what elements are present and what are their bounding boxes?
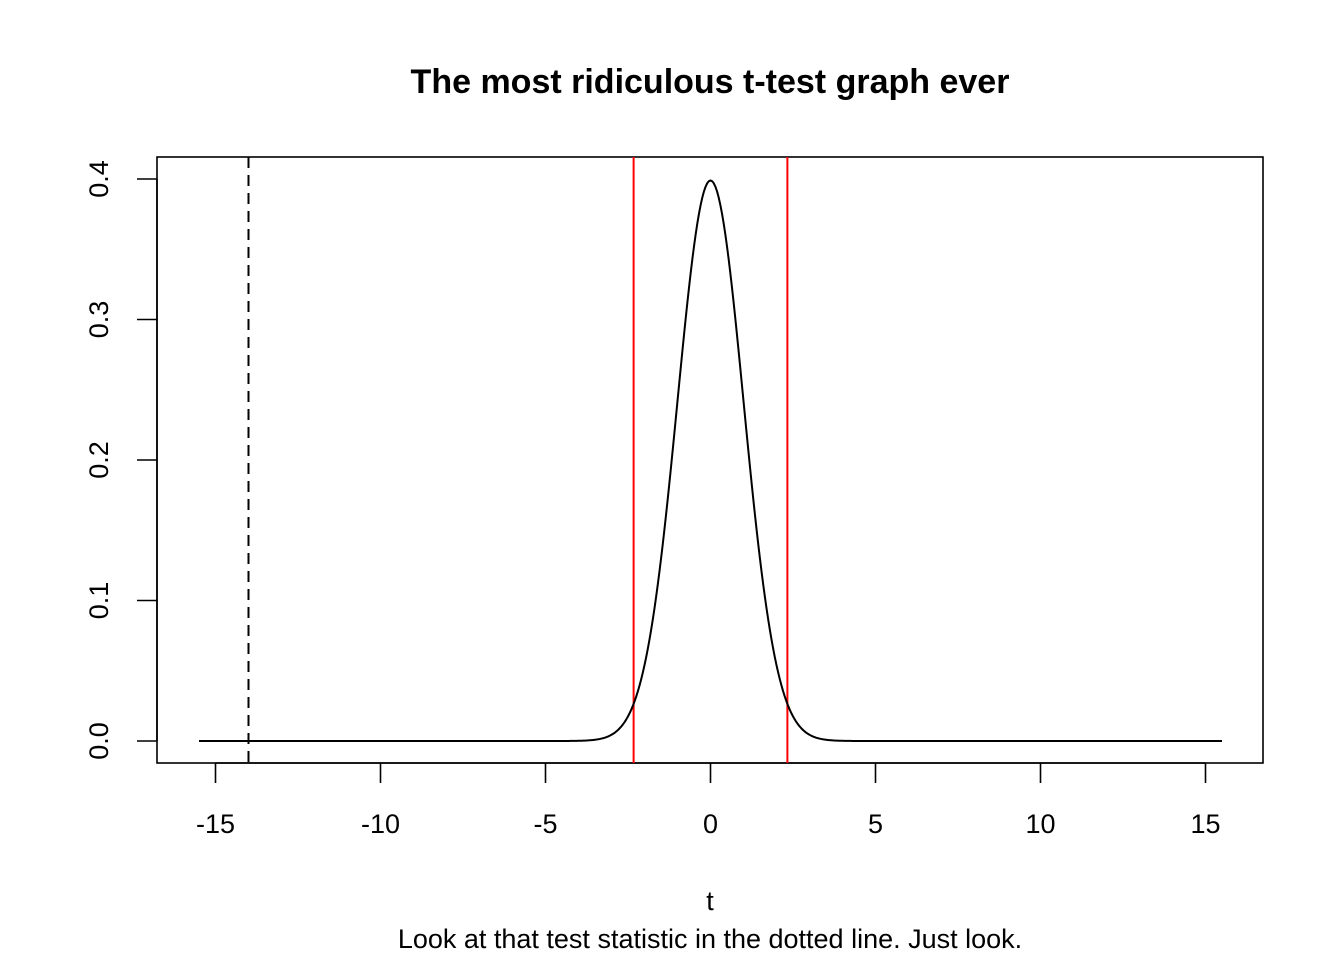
y-tick-label: 0.0 xyxy=(84,722,114,760)
x-tick-label: -5 xyxy=(533,809,557,839)
x-axis-label: t xyxy=(706,886,714,916)
y-tick-label: 0.2 xyxy=(84,441,114,479)
x-tick-label: 15 xyxy=(1190,809,1220,839)
x-tick-label: 0 xyxy=(703,809,718,839)
y-tick-label: 0.1 xyxy=(84,582,114,620)
x-axis: -15 -10 -5 0 5 10 15 xyxy=(196,762,1221,839)
x-tick-label: 5 xyxy=(868,809,883,839)
y-tick-label: 0.3 xyxy=(84,301,114,339)
density-curve xyxy=(199,179,1222,742)
x-tick-label: -15 xyxy=(196,809,235,839)
y-tick-label: 0.4 xyxy=(84,160,114,198)
reference-lines xyxy=(247,157,789,763)
y-axis: 0.0 0.1 0.2 0.3 0.4 xyxy=(84,160,158,760)
chart-subtitle: Look at that test statistic in the dotte… xyxy=(398,924,1022,954)
series-group xyxy=(199,179,1222,742)
plot-frame xyxy=(156,156,1264,764)
chart-title: The most ridiculous t-test graph ever xyxy=(411,63,1010,101)
x-tick-label: -10 xyxy=(361,809,400,839)
x-tick-label: 10 xyxy=(1025,809,1055,839)
